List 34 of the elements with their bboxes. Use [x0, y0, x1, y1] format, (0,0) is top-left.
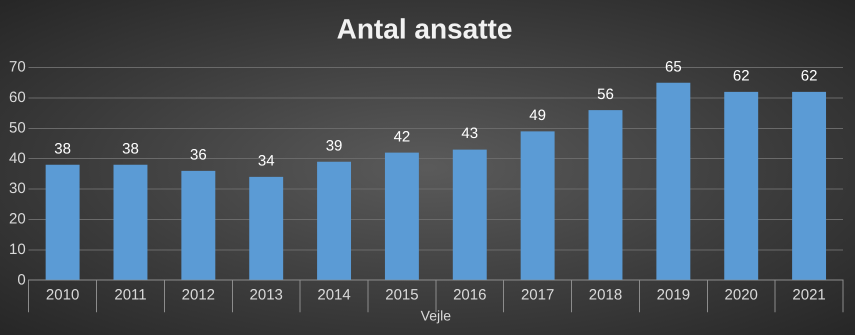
y-tick-label: 30: [8, 180, 26, 198]
data-label: 56: [597, 86, 614, 103]
x-tick-label: 2011: [114, 286, 147, 304]
x-axis-title: Vejle: [420, 307, 452, 324]
data-label: 42: [394, 128, 410, 146]
x-tick-label: 2012: [182, 286, 216, 304]
data-label: 49: [529, 107, 546, 124]
data-label: 38: [54, 140, 71, 158]
x-tick-label: 2021: [792, 286, 826, 304]
x-tick-label: 2018: [588, 286, 622, 304]
data-label: 38: [122, 140, 139, 158]
x-tick-label: 2020: [724, 286, 758, 304]
x-tick-label: 2015: [385, 286, 419, 304]
data-label: 34: [258, 152, 275, 170]
chart-title: Antal ansatte: [336, 14, 512, 45]
y-tick-label: 20: [8, 210, 26, 228]
y-tick-label: 10: [8, 240, 26, 258]
x-tick-label: 2017: [520, 286, 554, 304]
x-tick-label: 2019: [656, 286, 690, 304]
y-tick-label: 70: [8, 58, 26, 76]
x-tick-label: 2014: [317, 286, 351, 304]
data-label: 65: [665, 58, 682, 76]
data-label: 36: [190, 146, 207, 164]
data-label: 39: [326, 137, 342, 154]
data-label: 43: [461, 125, 478, 142]
x-tick-label: 2010: [46, 286, 80, 304]
y-tick-label: 0: [17, 271, 26, 288]
data-label: 62: [732, 68, 750, 85]
x-tick-label: 2013: [250, 286, 283, 304]
y-tick-label: 50: [8, 119, 26, 136]
y-tick-label: 60: [8, 89, 26, 106]
y-tick-label: 40: [8, 150, 26, 167]
data-label: 62: [800, 68, 818, 85]
x-tick-label: 2016: [453, 286, 486, 304]
